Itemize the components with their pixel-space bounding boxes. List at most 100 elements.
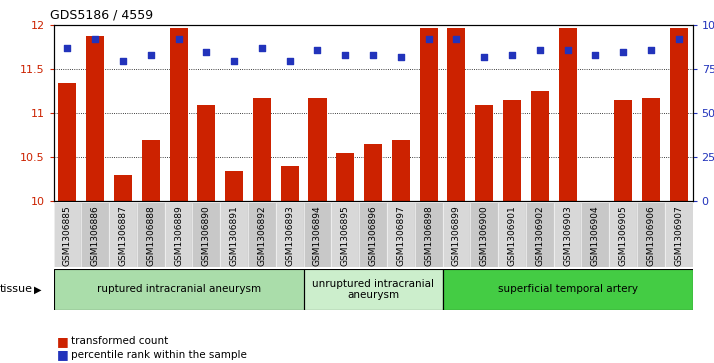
Text: unruptured intracranial
aneurysm: unruptured intracranial aneurysm xyxy=(312,279,434,300)
Text: GSM1306893: GSM1306893 xyxy=(285,205,294,266)
Bar xyxy=(387,203,415,267)
Point xyxy=(618,49,629,55)
Bar xyxy=(526,203,553,267)
Text: GSM1306899: GSM1306899 xyxy=(452,205,461,266)
Text: ■: ■ xyxy=(57,335,69,348)
Point xyxy=(284,58,296,64)
Bar xyxy=(665,203,693,267)
Bar xyxy=(331,203,359,267)
Bar xyxy=(137,203,165,267)
Point xyxy=(590,52,601,58)
Text: GSM1306905: GSM1306905 xyxy=(618,205,628,266)
Point xyxy=(562,47,573,53)
Bar xyxy=(609,203,637,267)
Bar xyxy=(581,203,609,267)
Bar xyxy=(558,28,577,201)
Text: GSM1306902: GSM1306902 xyxy=(536,205,544,266)
Bar xyxy=(142,140,160,201)
Point xyxy=(89,37,101,42)
Bar xyxy=(169,28,188,201)
Bar xyxy=(471,203,498,267)
Point xyxy=(423,37,434,42)
Point xyxy=(145,52,156,58)
Bar xyxy=(531,91,549,201)
Bar xyxy=(276,203,303,267)
Text: superficial temporal artery: superficial temporal artery xyxy=(498,285,638,294)
Point xyxy=(117,58,129,64)
Text: GSM1306904: GSM1306904 xyxy=(591,205,600,266)
Bar xyxy=(336,153,354,201)
Bar xyxy=(253,98,271,201)
Bar xyxy=(54,269,303,310)
Text: GSM1306906: GSM1306906 xyxy=(646,205,655,266)
Bar xyxy=(642,98,660,201)
Text: GSM1306897: GSM1306897 xyxy=(396,205,406,266)
Text: GSM1306889: GSM1306889 xyxy=(174,205,183,266)
Point xyxy=(478,54,490,60)
Bar xyxy=(303,269,443,310)
Point xyxy=(451,37,462,42)
Point xyxy=(201,49,212,55)
Point xyxy=(228,58,240,64)
Bar xyxy=(109,203,137,267)
Text: GSM1306895: GSM1306895 xyxy=(341,205,350,266)
Bar xyxy=(553,203,581,267)
Text: GSM1306887: GSM1306887 xyxy=(119,205,128,266)
Point xyxy=(256,45,268,51)
Bar xyxy=(392,140,410,201)
Text: GSM1306890: GSM1306890 xyxy=(202,205,211,266)
Bar xyxy=(303,269,443,310)
Text: transformed count: transformed count xyxy=(71,336,169,346)
Bar xyxy=(193,203,220,267)
Point xyxy=(506,52,518,58)
Text: GSM1306888: GSM1306888 xyxy=(146,205,155,266)
Text: GSM1306901: GSM1306901 xyxy=(508,205,516,266)
Bar xyxy=(281,166,298,201)
Bar xyxy=(415,203,443,267)
Text: GSM1306898: GSM1306898 xyxy=(424,205,433,266)
Bar xyxy=(308,98,326,201)
Bar xyxy=(498,203,526,267)
Point xyxy=(312,47,323,53)
Bar xyxy=(364,144,382,201)
Bar xyxy=(81,203,109,267)
Bar xyxy=(86,36,104,201)
Point xyxy=(61,45,73,51)
Bar xyxy=(443,269,693,310)
Text: percentile rank within the sample: percentile rank within the sample xyxy=(71,350,247,360)
Bar xyxy=(359,203,387,267)
Bar xyxy=(443,269,693,310)
Bar xyxy=(420,28,438,201)
Text: ▶: ▶ xyxy=(34,285,41,294)
Bar xyxy=(197,105,216,201)
Point xyxy=(645,47,657,53)
Point xyxy=(534,47,545,53)
Text: ■: ■ xyxy=(57,348,69,361)
Bar xyxy=(114,175,132,201)
Point xyxy=(673,37,685,42)
Text: GSM1306903: GSM1306903 xyxy=(563,205,572,266)
Bar xyxy=(448,28,466,201)
Bar xyxy=(637,203,665,267)
Text: GSM1306885: GSM1306885 xyxy=(63,205,72,266)
Point xyxy=(173,37,184,42)
Text: GDS5186 / 4559: GDS5186 / 4559 xyxy=(51,8,154,21)
Bar xyxy=(443,203,471,267)
Bar xyxy=(248,203,276,267)
Point xyxy=(395,54,406,60)
Text: GSM1306886: GSM1306886 xyxy=(91,205,100,266)
Point xyxy=(367,52,378,58)
Bar xyxy=(220,203,248,267)
Bar xyxy=(225,171,243,201)
Bar xyxy=(59,83,76,201)
Text: tissue: tissue xyxy=(0,285,33,294)
Text: GSM1306896: GSM1306896 xyxy=(368,205,378,266)
Bar xyxy=(54,203,81,267)
Text: GSM1306907: GSM1306907 xyxy=(674,205,683,266)
Bar xyxy=(503,100,521,201)
Bar xyxy=(165,203,193,267)
Text: GSM1306894: GSM1306894 xyxy=(313,205,322,266)
Bar xyxy=(303,203,331,267)
Text: GSM1306900: GSM1306900 xyxy=(480,205,488,266)
Text: ruptured intracranial aneurysm: ruptured intracranial aneurysm xyxy=(96,285,261,294)
